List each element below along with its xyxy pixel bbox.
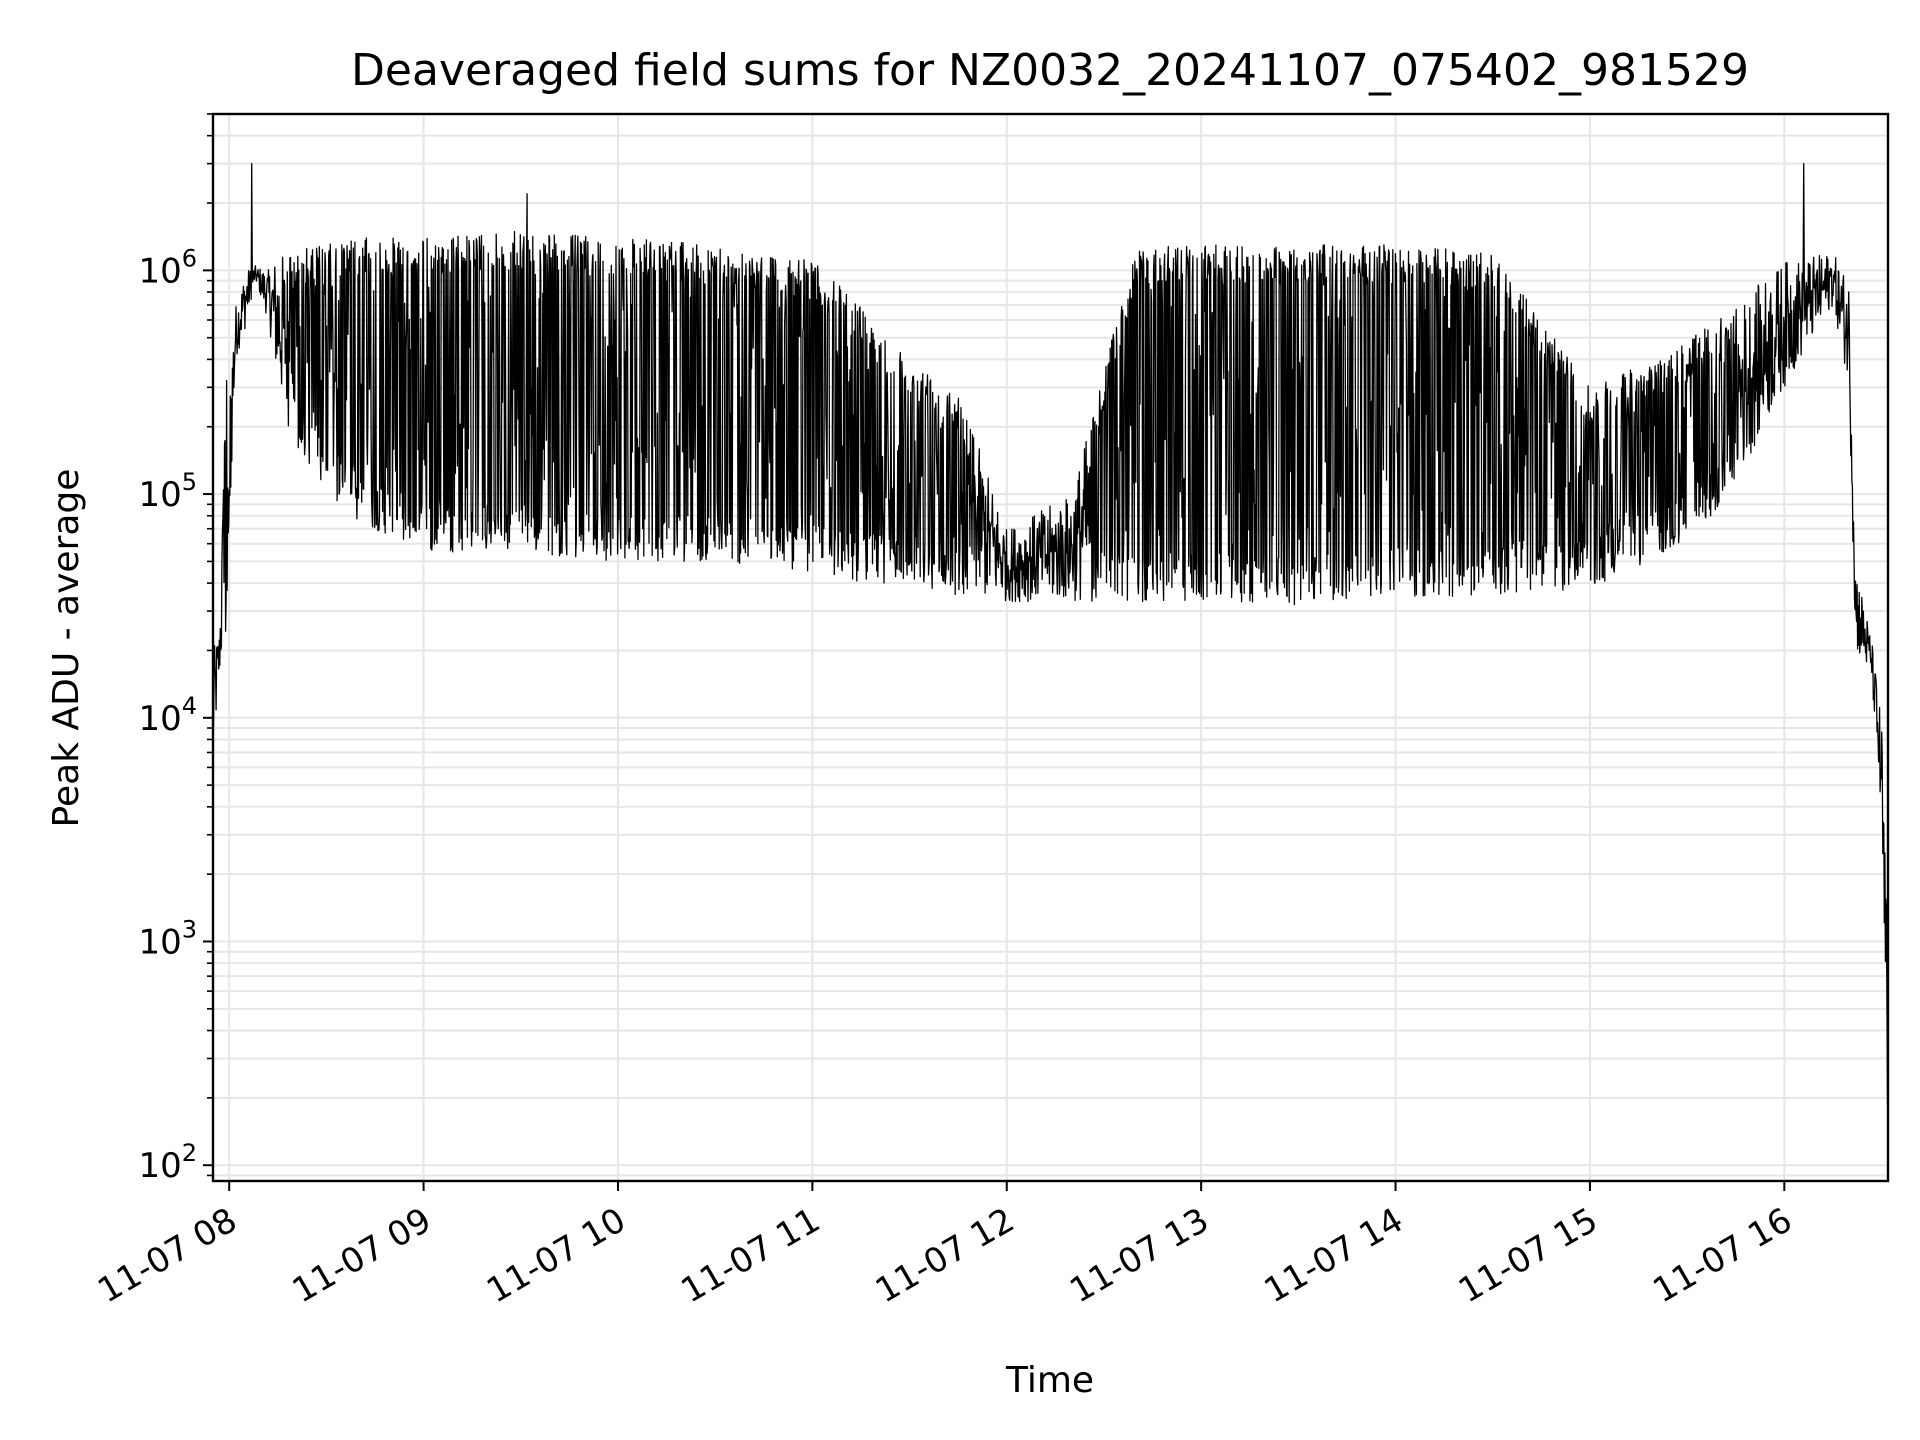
y-axis-label: Peak ADU - average (46, 469, 87, 828)
y-axis: 102 103 104 105 106 (138, 113, 213, 1186)
series-line (212, 162, 1889, 1105)
major-grid (213, 114, 1888, 1181)
series-layer (212, 162, 1889, 1105)
y-tick-label: 104 (138, 692, 197, 739)
x-axis-label: Time (1005, 1360, 1094, 1401)
plot-area (211, 112, 1890, 1183)
y-tick-label: 103 (138, 915, 197, 962)
chart-title: Deaveraged field sums for NZ0032_2024110… (351, 45, 1749, 96)
y-tick-label: 102 (138, 1139, 197, 1186)
plot-frame (211, 112, 1890, 1183)
minor-grid (213, 113, 1888, 1177)
y-tick-label: 106 (138, 244, 197, 291)
y-tick-label: 105 (138, 468, 197, 515)
